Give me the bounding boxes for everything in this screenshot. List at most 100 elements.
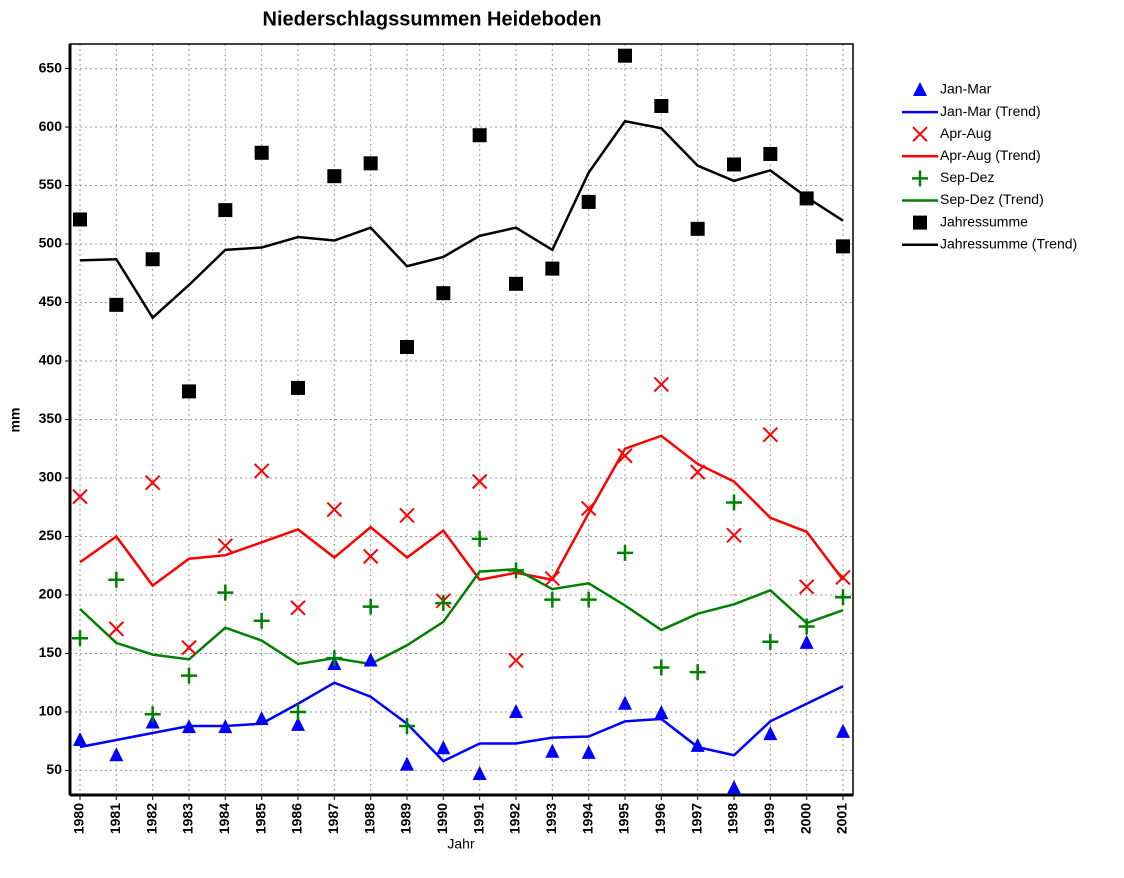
data-point bbox=[326, 650, 343, 667]
data-point bbox=[618, 695, 632, 710]
x-tick-label: 1998 bbox=[725, 803, 741, 834]
y-tick-label: 550 bbox=[39, 176, 63, 192]
data-point bbox=[617, 544, 633, 561]
y-tick-label: 350 bbox=[39, 410, 63, 426]
x-tick-label: 1982 bbox=[143, 803, 159, 834]
x-tick-label: 1984 bbox=[216, 803, 232, 834]
data-point bbox=[363, 156, 378, 171]
data-point bbox=[580, 500, 597, 517]
data-point bbox=[799, 634, 814, 649]
data-point bbox=[545, 743, 560, 758]
legend-label: Jan-Mar bbox=[940, 81, 992, 97]
legend-label: Jan-Mar (Trend) bbox=[940, 103, 1041, 119]
data-point bbox=[836, 239, 850, 254]
legend-marker bbox=[913, 82, 927, 96]
data-point bbox=[762, 633, 779, 650]
legend-marker bbox=[912, 170, 928, 187]
data-point bbox=[109, 747, 124, 762]
data-point bbox=[798, 618, 815, 635]
data-point bbox=[181, 667, 197, 684]
chart-title: Niederschlagssummen Heideboden bbox=[263, 8, 602, 30]
trend-line bbox=[79, 434, 844, 588]
data-point bbox=[399, 717, 415, 734]
data-point bbox=[145, 252, 160, 267]
y-tick-label: 600 bbox=[39, 118, 63, 134]
data-point bbox=[254, 145, 269, 160]
data-point bbox=[509, 703, 523, 718]
x-axis-label: Jahr bbox=[447, 836, 475, 852]
data-point bbox=[109, 297, 124, 312]
data-point bbox=[580, 591, 597, 608]
data-point bbox=[835, 589, 851, 606]
data-point bbox=[217, 538, 234, 554]
y-tick-label: 400 bbox=[39, 352, 63, 368]
data-point bbox=[617, 448, 633, 464]
x-tick-label: 2001 bbox=[834, 803, 850, 834]
y-tick-label: 650 bbox=[39, 59, 63, 75]
x-tick-label: 1997 bbox=[688, 803, 704, 834]
data-point bbox=[727, 779, 741, 794]
data-point bbox=[690, 221, 705, 236]
data-point bbox=[508, 652, 524, 669]
data-point bbox=[182, 719, 196, 734]
legend-label: Sep-Dez (Trend) bbox=[940, 191, 1044, 207]
data-point bbox=[798, 579, 815, 595]
data-point bbox=[218, 203, 233, 218]
y-tick-label: 200 bbox=[39, 586, 63, 602]
data-point bbox=[218, 719, 233, 734]
data-point bbox=[362, 598, 379, 615]
data-point bbox=[436, 286, 451, 301]
data-point bbox=[144, 474, 161, 491]
y-tick-label: 500 bbox=[39, 235, 63, 251]
legend-marker bbox=[912, 126, 928, 142]
data-point bbox=[217, 584, 234, 601]
data-point bbox=[618, 48, 632, 63]
data-point bbox=[290, 703, 306, 720]
y-tick-label: 100 bbox=[39, 703, 63, 719]
data-point bbox=[291, 380, 305, 395]
data-point bbox=[799, 191, 814, 206]
data-point bbox=[654, 98, 669, 113]
x-tick-label: 1980 bbox=[71, 803, 87, 834]
data-point bbox=[73, 732, 87, 747]
data-point bbox=[291, 716, 305, 731]
data-point bbox=[253, 463, 270, 479]
x-tick-label: 1990 bbox=[434, 803, 450, 834]
data-point bbox=[581, 194, 596, 209]
x-tick-label: 2000 bbox=[797, 803, 813, 834]
data-point bbox=[836, 723, 850, 738]
x-tick-label: 1981 bbox=[107, 803, 123, 834]
data-point bbox=[254, 710, 269, 725]
data-point bbox=[472, 128, 487, 143]
data-point bbox=[400, 339, 414, 354]
data-point bbox=[326, 501, 343, 518]
data-point bbox=[654, 705, 669, 720]
x-tick-label: 1995 bbox=[616, 803, 632, 834]
data-point bbox=[763, 726, 778, 741]
x-tick-label: 1983 bbox=[180, 803, 196, 834]
data-point bbox=[290, 600, 306, 616]
data-point bbox=[108, 571, 125, 588]
x-tick-label: 1985 bbox=[252, 803, 268, 834]
y-tick-label: 150 bbox=[39, 644, 63, 660]
legend-label: Jahressumme bbox=[940, 213, 1028, 229]
data-point bbox=[508, 562, 524, 579]
data-point bbox=[653, 659, 670, 676]
data-point bbox=[471, 530, 488, 547]
data-point bbox=[181, 639, 197, 656]
data-point bbox=[544, 570, 561, 587]
data-point bbox=[690, 737, 705, 752]
x-tick-label: 1989 bbox=[398, 803, 414, 834]
y-tick-label: 250 bbox=[39, 527, 63, 543]
x-tick-label: 1987 bbox=[325, 803, 341, 834]
data-point bbox=[726, 494, 742, 511]
data-point bbox=[253, 612, 270, 629]
x-tick-label: 1988 bbox=[361, 803, 377, 834]
y-tick-label: 50 bbox=[46, 761, 62, 777]
data-point bbox=[835, 569, 851, 586]
data-point bbox=[72, 630, 88, 647]
data-point bbox=[400, 756, 414, 771]
data-point bbox=[689, 464, 706, 480]
data-point bbox=[399, 507, 415, 524]
